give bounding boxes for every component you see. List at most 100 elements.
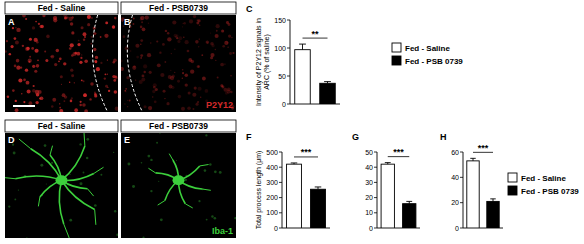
y-tick-label: 0 (455, 225, 459, 232)
cell (95, 33, 96, 34)
cell (34, 70, 37, 73)
cell (170, 76, 174, 80)
cell (174, 49, 176, 51)
cell (104, 34, 108, 38)
branch (50, 146, 53, 155)
y-tick-label: 60 (451, 149, 459, 156)
cell (95, 61, 97, 63)
cell (196, 22, 199, 25)
bar (311, 189, 326, 228)
branch (158, 201, 165, 206)
cell (192, 108, 194, 110)
error-cap (490, 198, 495, 199)
cell (63, 100, 65, 102)
speck (205, 134, 207, 136)
speck (83, 172, 85, 174)
error-bar (315, 187, 322, 189)
cell (166, 102, 169, 105)
speck (176, 160, 177, 161)
speck (113, 152, 114, 153)
image-header: Fed - PSB0739 (149, 3, 208, 13)
branch (64, 224, 70, 238)
cell (198, 65, 201, 68)
cell (181, 107, 185, 111)
cell (74, 52, 77, 55)
cell (25, 47, 29, 51)
cell (227, 47, 228, 48)
y-tick-label: 150 (274, 17, 286, 24)
cell (56, 49, 59, 52)
cell (215, 49, 216, 50)
cell (200, 97, 202, 99)
soma (173, 175, 185, 185)
cell (170, 70, 171, 71)
cell (89, 98, 91, 100)
cell (36, 64, 40, 68)
cell (71, 31, 74, 34)
cell (28, 101, 32, 105)
cell (193, 15, 196, 18)
cell (26, 81, 30, 85)
cell (145, 15, 149, 19)
bar-chart: F0100200300400500Total process length (μ… (246, 132, 330, 232)
image-background (121, 15, 236, 112)
cell (140, 43, 142, 45)
cell (52, 56, 53, 57)
cell (187, 107, 191, 111)
cell (197, 19, 199, 21)
error-cap (299, 44, 306, 45)
cell (78, 40, 80, 42)
cell (61, 84, 62, 85)
error-bar (470, 158, 475, 161)
cell (29, 61, 31, 63)
cell (12, 89, 15, 92)
panel-letter: C (246, 4, 253, 14)
process (62, 180, 95, 209)
bar-chart: H0204060***Fed - SalineFed - PSB 0739 (440, 132, 579, 232)
cell (205, 89, 209, 93)
cell (121, 67, 124, 71)
cell (127, 100, 128, 101)
cell (90, 82, 93, 85)
cell (182, 72, 184, 74)
cell (202, 77, 206, 81)
cell (150, 42, 152, 44)
branch (5, 177, 15, 179)
cell (142, 28, 146, 32)
cell (91, 17, 93, 19)
branch (95, 209, 96, 224)
cell (77, 43, 80, 46)
cell (37, 60, 39, 62)
significance: *** (301, 147, 312, 157)
cell (22, 15, 26, 17)
speck (14, 199, 16, 201)
cell (152, 96, 154, 98)
cell (189, 19, 193, 23)
cell (215, 34, 219, 38)
cell (15, 27, 17, 29)
cell (34, 38, 38, 42)
cell (95, 56, 98, 59)
cell (100, 36, 102, 38)
cell (70, 68, 73, 71)
cell (29, 56, 31, 58)
speck (8, 205, 10, 207)
header-box (121, 2, 236, 14)
branch (202, 189, 211, 190)
cell (135, 44, 139, 48)
cell (105, 21, 108, 24)
cell (210, 56, 213, 59)
bar-chart: G01020304050*** (352, 132, 420, 232)
cell (80, 101, 82, 103)
cell (230, 91, 233, 94)
cell (33, 85, 35, 87)
header-box (5, 2, 118, 14)
cell (164, 61, 166, 63)
cell (52, 98, 56, 102)
figure: Fed - SalineAFed - PSB0739BP2Y12Fed - Sa… (0, 0, 584, 244)
axis-label-line: Intensity of P2Y12 signals in (255, 18, 263, 106)
cell (38, 23, 40, 25)
cell (84, 36, 86, 38)
image-panel: Fed - SalineD (0, 120, 119, 239)
speck (13, 152, 16, 155)
